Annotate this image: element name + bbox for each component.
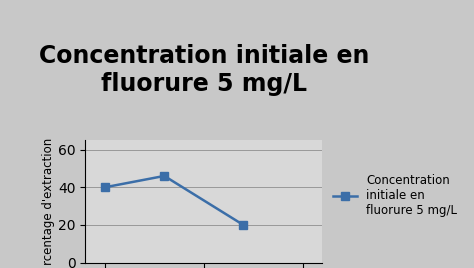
Text: Concentration initiale en
fluorure 5 mg/L: Concentration initiale en fluorure 5 mg/… xyxy=(39,44,369,96)
Concentration
initiale en
fluorure 5 mg/L xyxy=(240,223,246,226)
Line: Concentration
initiale en
fluorure 5 mg/L: Concentration initiale en fluorure 5 mg/… xyxy=(101,172,247,229)
Legend: Concentration
initiale en
fluorure 5 mg/L: Concentration initiale en fluorure 5 mg/… xyxy=(333,174,457,217)
Y-axis label: rcentage d'extraction: rcentage d'extraction xyxy=(42,138,55,265)
Concentration
initiale en
fluorure 5 mg/L xyxy=(102,186,108,189)
Concentration
initiale en
fluorure 5 mg/L xyxy=(162,174,167,177)
